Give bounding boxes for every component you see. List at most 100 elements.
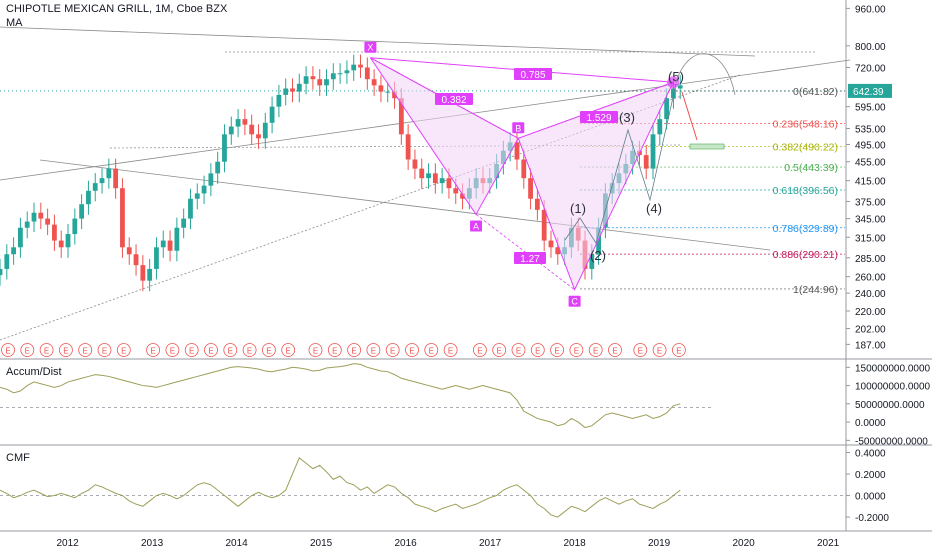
trend-line — [109, 144, 681, 149]
elliott-wave-label: (2) — [590, 248, 606, 263]
candle-body — [99, 178, 105, 184]
candle-body — [167, 240, 173, 251]
chart-title: CHIPOTLE MEXICAN GRILL, 1M, Cboe BZX — [6, 3, 228, 15]
candle-body — [548, 240, 554, 248]
last-price-tag — [848, 83, 892, 98]
price-tick-label: 345.00 — [855, 215, 886, 226]
candle-body — [120, 188, 125, 248]
earnings-marker-label: E — [497, 347, 502, 356]
cmf-tick-label: -0.2000 — [855, 513, 889, 524]
earnings-marker-label: E — [535, 347, 540, 356]
candle-body — [596, 227, 601, 255]
time-tick-label: 2021 — [817, 538, 840, 549]
candle-body — [4, 254, 10, 269]
candle-body — [106, 168, 112, 179]
candle-body — [201, 185, 207, 194]
candle-body — [276, 94, 282, 107]
candle-body — [378, 85, 384, 92]
earnings-marker-label: E — [657, 347, 662, 356]
earnings-marker — [608, 343, 622, 357]
candle-body — [671, 88, 676, 99]
earnings-marker-label: E — [409, 347, 414, 356]
price-tick-label: 595.00 — [855, 103, 886, 114]
candle-body — [303, 76, 309, 84]
candle-body — [38, 212, 44, 219]
earnings-marker-label: E — [44, 347, 49, 356]
price-tick-label: 220.00 — [855, 307, 886, 318]
earnings-marker-label: E — [25, 347, 30, 356]
candle-body — [555, 247, 561, 255]
pattern-ratio-box — [580, 111, 618, 123]
fib-level-label: 0.886(290.21) — [773, 249, 838, 261]
candle-body — [290, 88, 295, 92]
cmf-tick-label: 0.0000 — [855, 492, 886, 503]
candle-body — [371, 79, 377, 86]
earnings-marker-label: E — [448, 347, 453, 356]
candle-body — [541, 209, 547, 241]
elliott-wave-label: (4) — [646, 201, 662, 216]
trend-line — [39, 159, 771, 251]
candle-body — [432, 173, 438, 184]
candle-body — [426, 173, 431, 179]
candle-body — [460, 193, 465, 199]
candle-body — [72, 218, 78, 235]
fib-level-label: 0.618(396.56) — [773, 185, 838, 197]
candle-body — [589, 254, 595, 269]
earnings-marker — [165, 343, 180, 357]
candle-body — [58, 240, 64, 248]
accum-dist-label: Accum/Dist — [6, 366, 62, 378]
pattern-point-label: B — [515, 123, 521, 133]
candle-body — [317, 79, 323, 86]
earnings-marker-label: E — [247, 347, 252, 356]
earnings-marker-label: E — [266, 347, 271, 356]
candle-body — [228, 126, 234, 135]
earnings-marker-label: E — [102, 347, 107, 356]
time-tick-label: 2012 — [56, 538, 79, 549]
price-tick-label: 455.00 — [855, 158, 886, 169]
earnings-marker-label: E — [676, 347, 681, 356]
candle-body — [283, 88, 289, 95]
price-tick-label: 315.00 — [855, 233, 886, 244]
cmf-tick-label: 0.4000 — [855, 448, 886, 459]
candle-body — [439, 178, 445, 184]
earnings-marker-label: E — [390, 347, 395, 356]
candle-body — [650, 134, 656, 169]
earnings-marker — [672, 343, 686, 357]
pattern-point-marker — [512, 122, 525, 134]
pattern-leg-bd — [518, 81, 674, 139]
candle-body — [0, 268, 3, 276]
candle-body — [514, 142, 520, 160]
candle-body — [31, 212, 37, 222]
candle-body — [534, 198, 540, 210]
accum-dist-tick-label: 0.0000 — [855, 418, 886, 429]
earnings-marker-label: E — [612, 347, 617, 356]
price-tick-label: 800.00 — [855, 42, 886, 53]
candle-body — [528, 178, 533, 199]
pattern-point-label: X — [367, 43, 373, 53]
time-tick-label: 2020 — [732, 538, 755, 549]
candle-body — [419, 168, 425, 179]
earnings-marker-label: E — [228, 347, 233, 356]
pattern-triangle-xab — [369, 57, 519, 216]
earnings-marker — [184, 343, 199, 357]
accum-dist-tick-label: -50000000.0000 — [855, 436, 928, 447]
candle-body — [385, 91, 391, 93]
earnings-marker — [59, 343, 73, 357]
pattern-ratio-label: 0.785 — [520, 70, 545, 81]
earnings-marker-label: E — [83, 347, 88, 356]
candle-body — [330, 73, 336, 80]
projection-arrow — [681, 91, 698, 141]
candle-body — [181, 218, 187, 228]
earnings-marker — [472, 343, 487, 357]
earnings-marker — [1, 343, 15, 357]
pattern-ratio-box — [514, 68, 552, 80]
candle-body — [242, 119, 248, 125]
earnings-marker — [424, 343, 439, 357]
pattern-ratio-label: 1.529 — [586, 113, 611, 124]
time-tick-label: 2018 — [563, 538, 586, 549]
candle-body — [92, 183, 98, 191]
earnings-marker — [242, 343, 257, 357]
cmf-label: CMF — [6, 452, 30, 464]
pattern-point-d-marker — [667, 76, 680, 89]
